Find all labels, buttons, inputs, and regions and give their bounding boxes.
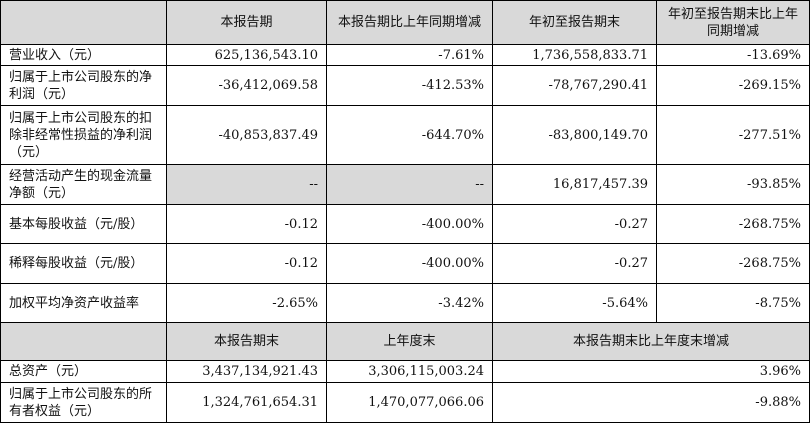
table-row: 归属于上市公司股东的净利润（元） -36,412,069.58 -412.53%… bbox=[0, 65, 810, 106]
row-label: 基本每股收益（元/股） bbox=[0, 204, 167, 244]
cell-value: -268.75% bbox=[656, 204, 810, 244]
cell-value: -13.69% bbox=[656, 44, 810, 66]
header-period-end-change: 本报告期末比上年度末增减 bbox=[492, 322, 810, 361]
header-period-end: 本报告期末 bbox=[166, 322, 327, 361]
table-row: 营业收入（元） 625,136,543.10 -7.61% 1,736,558,… bbox=[0, 44, 810, 66]
cell-value: 3,306,115,003.24 bbox=[326, 360, 493, 383]
header-ytd: 年初至报告期末 bbox=[492, 0, 657, 45]
cell-value: -40,853,837.49 bbox=[166, 105, 327, 165]
cell-value: -36,412,069.58 bbox=[166, 65, 327, 106]
cell-value: -5.64% bbox=[492, 283, 657, 323]
header-current-period-yoy: 本报告期比上年同期增减 bbox=[326, 0, 493, 45]
cell-value: 3,437,134,921.43 bbox=[166, 360, 327, 383]
cell-value: 1,324,761,654.31 bbox=[166, 382, 327, 423]
cell-value: 16,817,457.39 bbox=[492, 164, 657, 205]
cell-value: -3.42% bbox=[326, 283, 493, 323]
cell-value: -- bbox=[166, 164, 327, 205]
cell-value: -2.65% bbox=[166, 283, 327, 323]
cell-value: 625,136,543.10 bbox=[166, 44, 327, 66]
row-label: 归属于上市公司股东的所有者权益（元） bbox=[0, 382, 167, 423]
cell-value: -400.00% bbox=[326, 204, 493, 244]
table-row: 总资产（元） 3,437,134,921.43 3,306,115,003.24… bbox=[0, 360, 810, 383]
cell-value: -0.12 bbox=[166, 204, 327, 244]
cell-value: 1,736,558,833.71 bbox=[492, 44, 657, 66]
cell-value: -644.70% bbox=[326, 105, 493, 165]
cell-value: -0.27 bbox=[492, 204, 657, 244]
row-label: 营业收入（元） bbox=[0, 44, 167, 66]
header-ytd-yoy: 年初至报告期末比上年同期增减 bbox=[656, 0, 810, 45]
cell-value: -277.51% bbox=[656, 105, 810, 165]
row-label: 归属于上市公司股东的扣除非经常性损益的净利润（元） bbox=[0, 105, 167, 165]
header-corner-cell bbox=[0, 0, 167, 45]
header-row: 本报告期 本报告期比上年同期增减 年初至报告期末 年初至报告期末比上年同期增减 bbox=[0, 0, 810, 45]
cell-value: -93.85% bbox=[656, 164, 810, 205]
table-row: 归属于上市公司股东的所有者权益（元） 1,324,761,654.31 1,47… bbox=[0, 382, 810, 423]
header-prior-year-end: 上年度末 bbox=[326, 322, 493, 361]
cell-value: 1,470,077,066.06 bbox=[326, 382, 493, 423]
table-row: 经营活动产生的现金流量净额（元） -- -- 16,817,457.39 -93… bbox=[0, 164, 810, 205]
cell-value: -83,800,149.70 bbox=[492, 105, 657, 165]
cell-value: -400.00% bbox=[326, 243, 493, 284]
table-row: 基本每股收益（元/股） -0.12 -400.00% -0.27 -268.75… bbox=[0, 204, 810, 244]
cell-value: -7.61% bbox=[326, 44, 493, 66]
row-label: 归属于上市公司股东的净利润（元） bbox=[0, 65, 167, 106]
row-label: 经营活动产生的现金流量净额（元） bbox=[0, 164, 167, 205]
cell-value: -8.75% bbox=[656, 283, 810, 323]
table-row: 稀释每股收益（元/股） -0.12 -400.00% -0.27 -268.75… bbox=[0, 243, 810, 284]
table-row: 归属于上市公司股东的扣除非经常性损益的净利润（元） -40,853,837.49… bbox=[0, 105, 810, 165]
row-label: 加权平均净资产收益率 bbox=[0, 283, 167, 323]
cell-value: 3.96% bbox=[492, 360, 810, 383]
header-current-period: 本报告期 bbox=[166, 0, 327, 45]
row-label: 稀释每股收益（元/股） bbox=[0, 243, 167, 284]
row-label: 总资产（元） bbox=[0, 360, 167, 383]
cell-value: -412.53% bbox=[326, 65, 493, 106]
cell-value: -0.12 bbox=[166, 243, 327, 284]
header-row-balance: 本报告期末 上年度末 本报告期末比上年度末增减 bbox=[0, 322, 810, 361]
cell-value: -9.88% bbox=[492, 382, 810, 423]
cell-value: -269.15% bbox=[656, 65, 810, 106]
cell-value: -78,767,290.41 bbox=[492, 65, 657, 106]
table-row: 加权平均净资产收益率 -2.65% -3.42% -5.64% -8.75% bbox=[0, 283, 810, 323]
cell-value: -- bbox=[326, 164, 493, 205]
cell-value: -0.27 bbox=[492, 243, 657, 284]
header-corner-cell bbox=[0, 322, 167, 361]
cell-value: -268.75% bbox=[656, 243, 810, 284]
